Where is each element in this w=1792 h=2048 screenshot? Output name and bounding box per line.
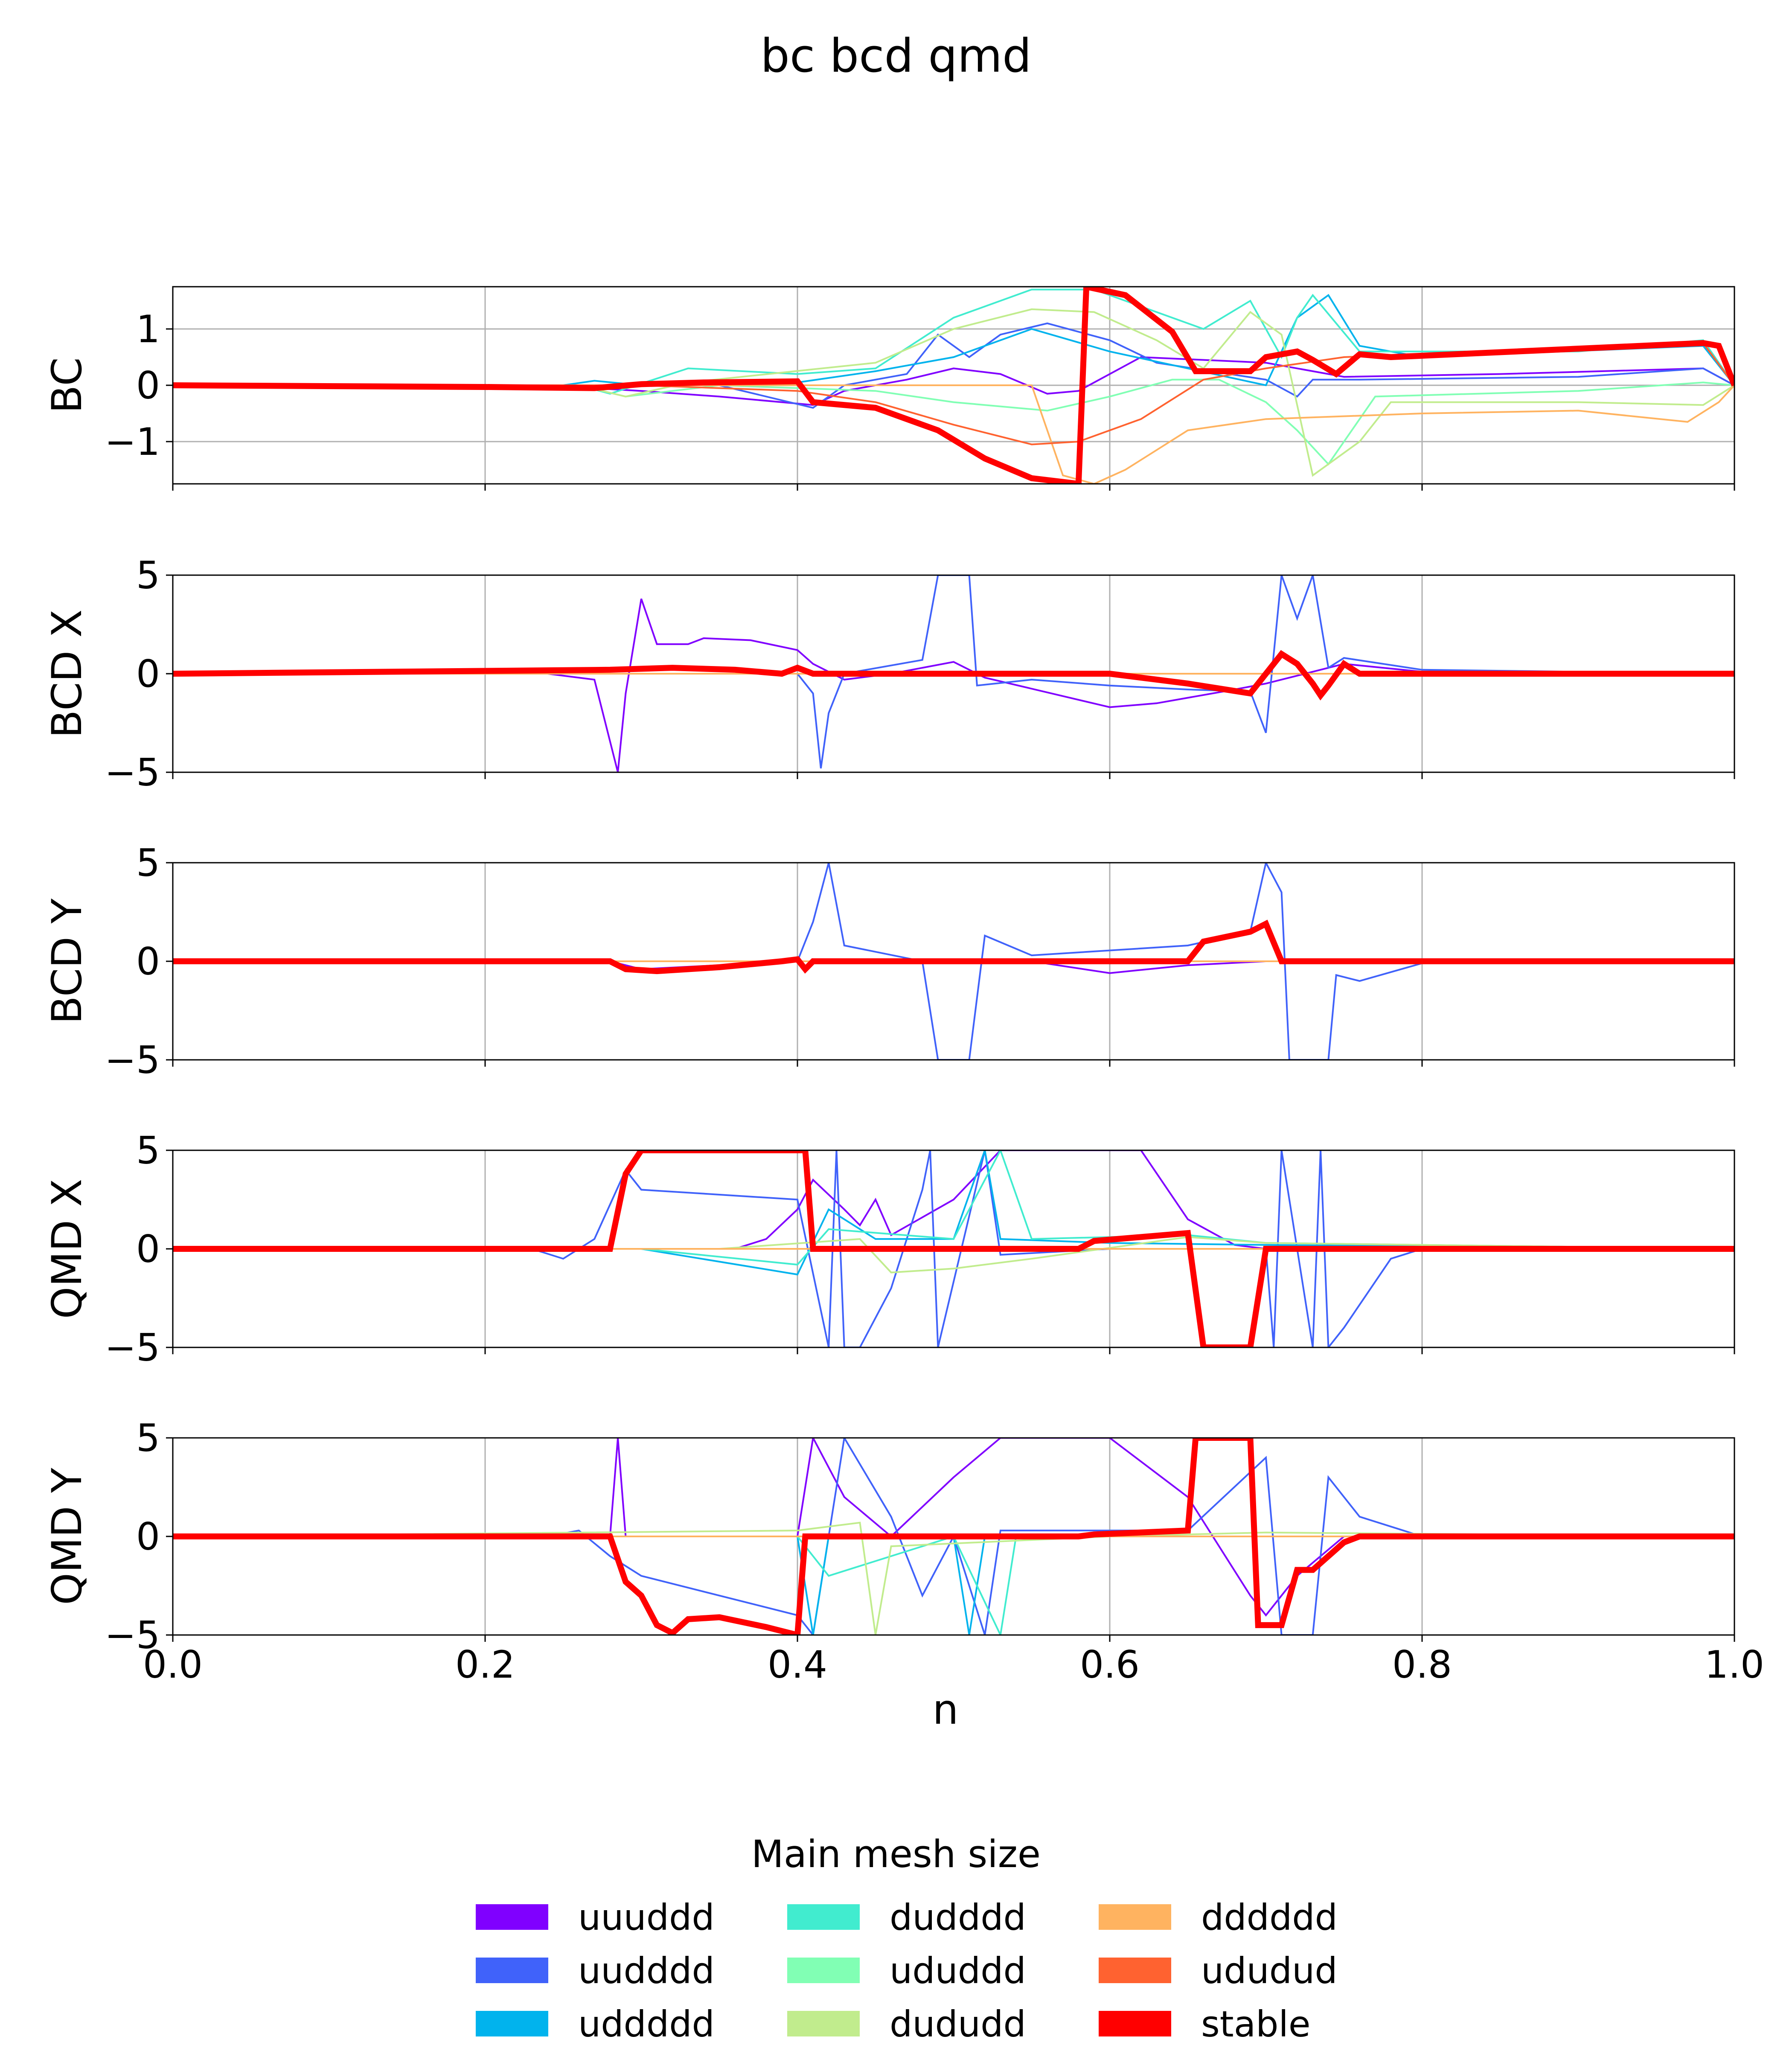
y-tick-label: 5	[136, 841, 160, 885]
x-axis-label: n	[933, 1686, 959, 1734]
legend-swatch	[787, 2011, 860, 2036]
x-tick-label: 0.6	[1080, 1643, 1140, 1687]
y-tick-label: 0	[136, 1227, 160, 1271]
series-line-stable	[173, 1438, 1734, 1635]
y-tick-label: 0	[136, 940, 160, 983]
legend-item-ududud: ududud	[1099, 1950, 1338, 1992]
legend-label: ududdd	[890, 1950, 1026, 1992]
legend-swatch	[1099, 2011, 1171, 2036]
x-tick-label: 0.0	[143, 1643, 203, 1687]
legend-label: uuuddd	[578, 1897, 715, 1938]
subplot-bc: −1 0 1 BC	[43, 286, 1735, 491]
series-line-uuuddd	[173, 598, 1734, 772]
legend-label: dddddd	[1201, 1897, 1338, 1938]
series-line-stable	[173, 650, 1734, 701]
y-tick-label: −1	[105, 420, 160, 464]
y-axis-label: BCD X	[43, 609, 91, 738]
chart-title: bc bcd qmd	[760, 29, 1031, 83]
legend-item-dddddd: dddddd	[1099, 1897, 1338, 1938]
legend-swatch	[476, 1904, 548, 1930]
y-axis-label: QMD X	[43, 1179, 91, 1319]
legend-label: ududud	[1201, 1950, 1338, 1992]
series-line-dddddd	[173, 384, 1734, 484]
y-tick-label: −5	[105, 1613, 160, 1657]
series-line-uudddd	[173, 575, 1734, 769]
legend-label: uudddd	[578, 1950, 715, 1992]
y-tick-label: 1	[136, 307, 160, 351]
y-axis-label: QMD Y	[43, 1468, 91, 1605]
subplot-qmd-y: 0.0 0.2 0.4 0.6 0.8 1.0 −5 0 5 QMD Y	[43, 1416, 1764, 1687]
subplot-qmd-x: −5 0 5 QMD X	[43, 1129, 1735, 1370]
legend: Main mesh size uuuddd uudddd uddddd dudddd u…	[476, 1832, 1338, 2045]
legend-item-ududdd: ududdd	[787, 1950, 1026, 1992]
y-tick-label: −5	[105, 1038, 160, 1082]
series-line-uuuddd	[173, 1438, 1734, 1617]
series-line-dududd	[173, 1521, 1734, 1635]
legend-item-uddddd: uddddd	[476, 2003, 715, 2045]
series-line-uuuddd	[173, 1150, 1734, 1250]
legend-item-uuuddd: uuuddd	[476, 1897, 715, 1938]
legend-swatch	[787, 1958, 860, 1983]
series-line-stable	[173, 919, 1734, 975]
y-tick-label: 0	[136, 364, 160, 407]
legend-item-stable: stable	[1099, 2003, 1311, 2045]
legend-label: stable	[1201, 2003, 1311, 2045]
subplot-bcd-x: −5 0 5 BCD X	[43, 553, 1735, 794]
x-tick-label: 0.8	[1392, 1643, 1452, 1687]
legend-item-dududd: dududd	[787, 2003, 1026, 2045]
series-line-uuuddd	[173, 356, 1734, 406]
series-line-uudddd	[173, 863, 1734, 1060]
legend-item-uudddd: uudddd	[476, 1950, 715, 1992]
y-tick-label: 5	[136, 1129, 160, 1172]
series-line-stable	[173, 287, 1734, 484]
series-line-dudddd	[173, 1150, 1734, 1266]
legend-swatch	[1099, 1904, 1171, 1930]
y-tick-label: 5	[136, 553, 160, 597]
series-line-dududd	[173, 1236, 1734, 1274]
series-line-stable	[173, 1150, 1734, 1347]
series-line-ududdd	[173, 378, 1734, 465]
y-tick-label: 0	[136, 1515, 160, 1559]
y-tick-label: 5	[136, 1416, 160, 1460]
y-tick-label: −5	[105, 751, 160, 794]
x-tick-label: 0.4	[768, 1643, 827, 1687]
legend-title: Main mesh size	[751, 1832, 1041, 1876]
legend-label: dudddd	[890, 1897, 1026, 1938]
legend-item-dudddd: dudddd	[787, 1897, 1026, 1938]
x-tick-label: 0.2	[455, 1643, 515, 1687]
legend-swatch	[787, 1904, 860, 1930]
legend-swatch	[1099, 1958, 1171, 1983]
y-axis-label: BC	[43, 357, 91, 413]
legend-swatch	[476, 1958, 548, 1983]
y-tick-label: 0	[136, 652, 160, 696]
x-tick-label: 1.0	[1705, 1643, 1764, 1687]
y-axis-label: BCD Y	[43, 899, 91, 1024]
legend-label: uddddd	[578, 2003, 715, 2045]
y-tick-label: −5	[105, 1326, 160, 1370]
legend-swatch	[476, 2011, 548, 2036]
legend-label: dududd	[890, 2003, 1026, 2045]
series-line-uudddd	[173, 322, 1734, 409]
subplot-bcd-y: −5 0 5 BCD Y	[43, 841, 1735, 1082]
